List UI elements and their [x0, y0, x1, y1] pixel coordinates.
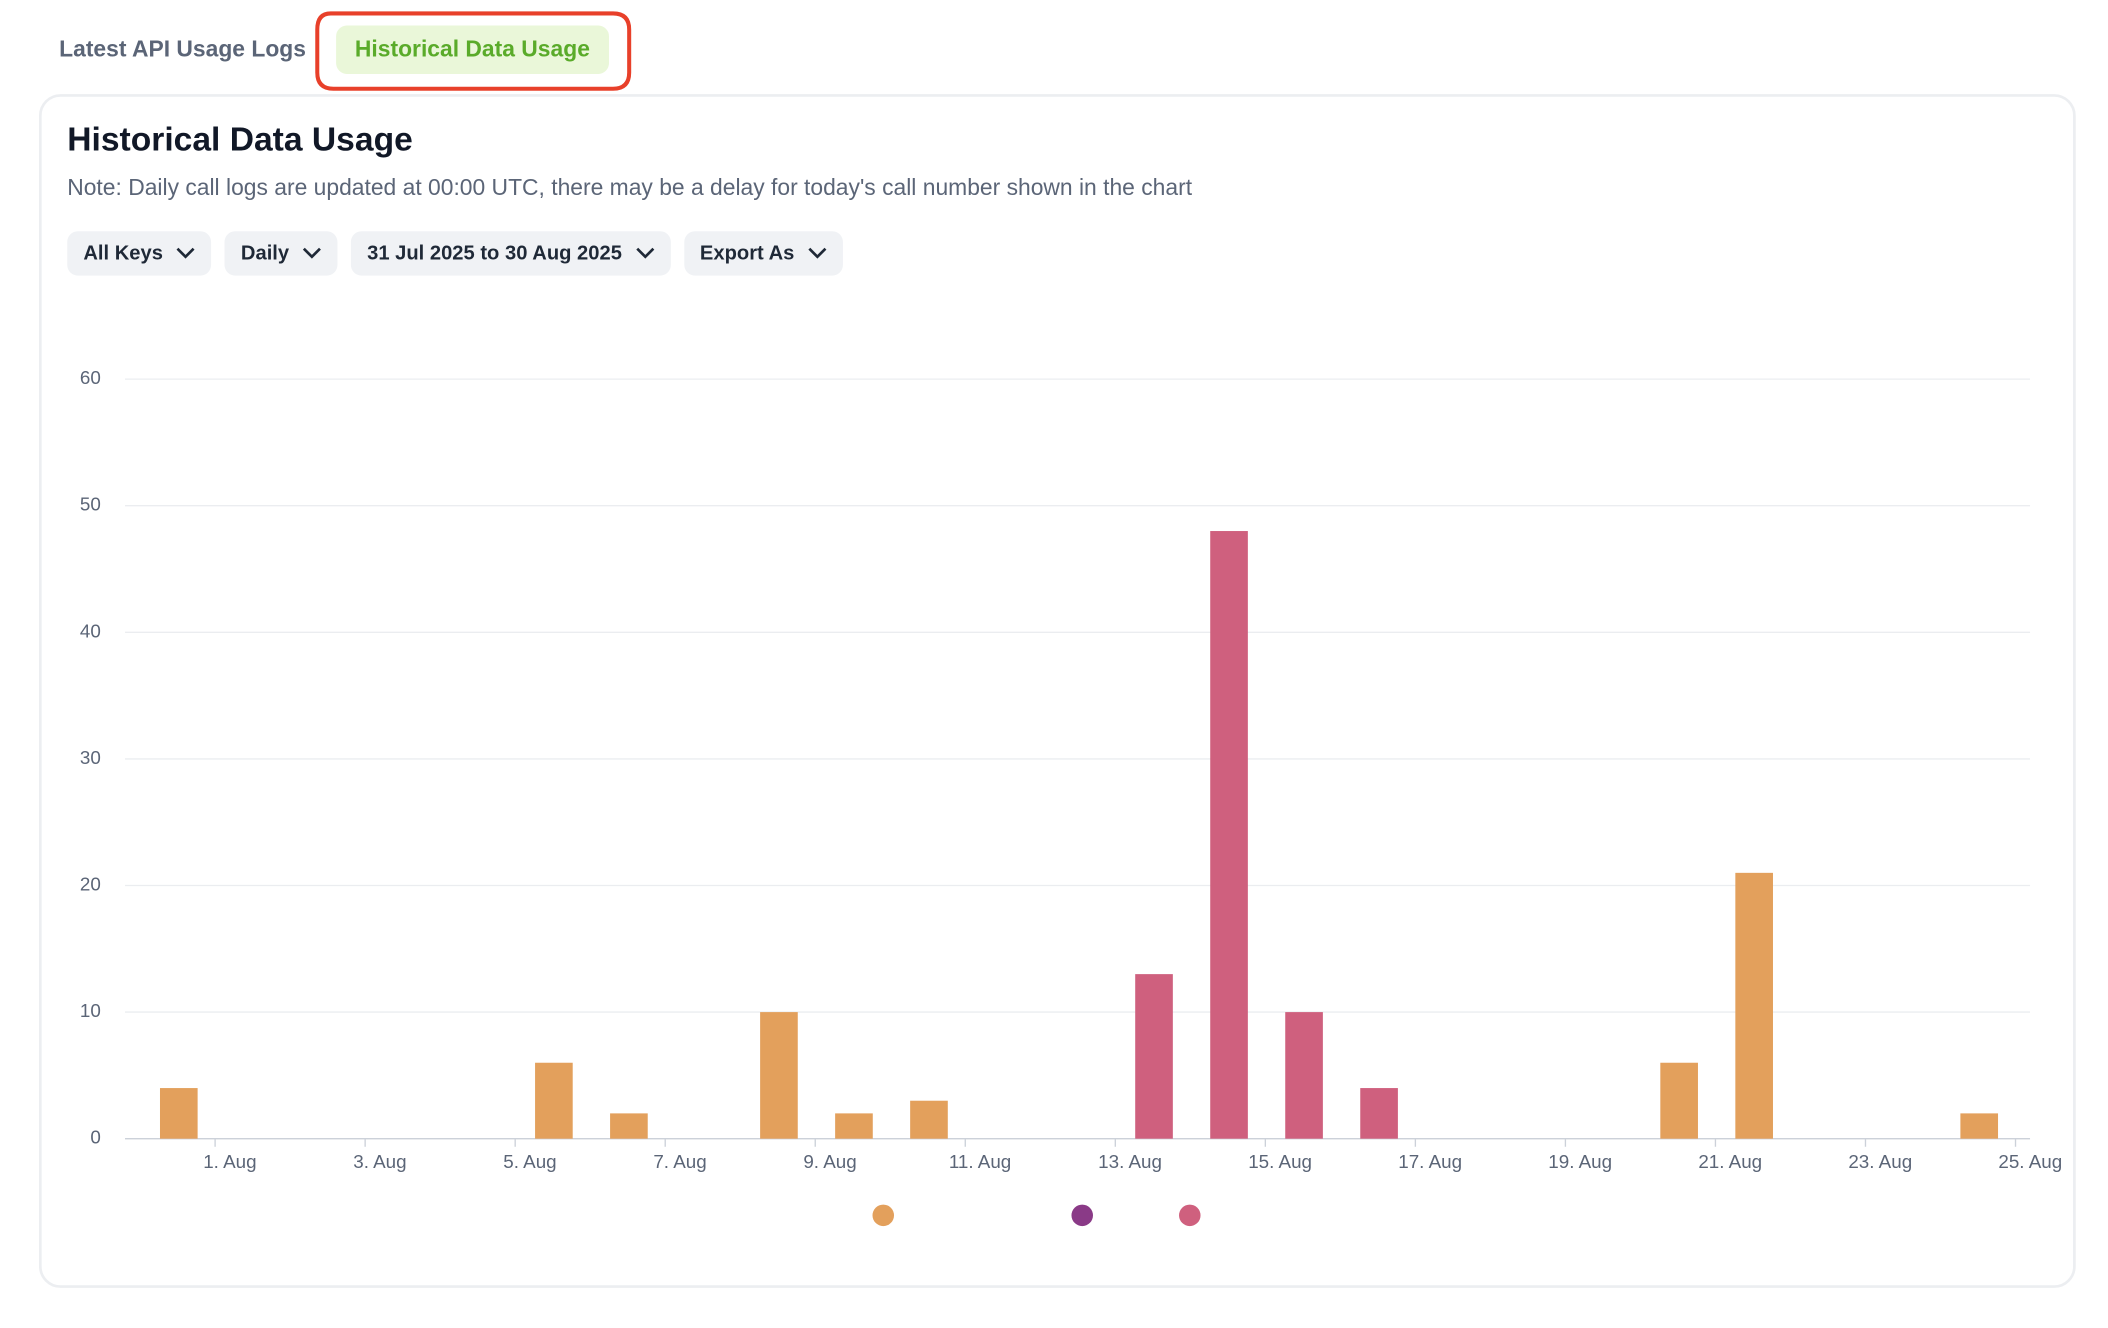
- bar: [1735, 872, 1773, 1139]
- tab[interactable]: Latest API Usage Logs: [59, 36, 306, 62]
- dropdown-label: 31 Jul 2025 to 30 Aug 2025: [367, 241, 622, 265]
- chevron: [808, 247, 827, 259]
- x-tick-label: 7. Aug: [653, 1151, 706, 1172]
- dropdown-label: Export As: [699, 241, 795, 265]
- y-tick-label: 40: [80, 620, 101, 641]
- x-tick-label: 19. Aug: [1548, 1151, 1612, 1172]
- filters: All Keys Daily 31 Jul 2025 to 30 Aug 2025 E…: [67, 231, 843, 276]
- bar: [1960, 1113, 1999, 1139]
- highlight-outline: [315, 11, 632, 91]
- legend-dot: [872, 1204, 895, 1227]
- tab-active[interactable]: Historical Data Usage: [336, 25, 609, 74]
- bar: [1210, 531, 1248, 1139]
- bar: [760, 1012, 798, 1139]
- x-tick-label: 3. Aug: [353, 1151, 406, 1172]
- bar: [1360, 1088, 1398, 1139]
- card-title: Historical Data Usage: [67, 120, 413, 159]
- x-tick-label: 1. Aug: [203, 1151, 256, 1172]
- x-tick-label: 5. Aug: [503, 1151, 556, 1172]
- card-note: Note: Daily call logs are updated at 00:…: [67, 174, 1193, 201]
- dropdown[interactable]: 31 Jul 2025 to 30 Aug 2025: [350, 231, 671, 276]
- y-tick-label: 30: [80, 747, 101, 768]
- legend-dot: [1071, 1204, 1093, 1227]
- x-tick-label: 13. Aug: [1098, 1151, 1162, 1172]
- x-tick-label: 21. Aug: [1698, 1151, 1762, 1172]
- x-tick-label: 25. Aug: [1998, 1151, 2062, 1172]
- x-tick-label: 15. Aug: [1248, 1151, 1312, 1172]
- dropdown[interactable]: All Keys: [67, 231, 212, 276]
- bar: [910, 1100, 948, 1139]
- dropdown[interactable]: Export As: [683, 231, 843, 276]
- bar: [1135, 974, 1173, 1139]
- dropdown-label: All Keys: [83, 241, 163, 265]
- x-tick-label: 23. Aug: [1848, 1151, 1912, 1172]
- bar: [610, 1113, 648, 1139]
- chevron: [302, 247, 321, 259]
- card: Historical Data Usage Note: Daily call l…: [38, 94, 2076, 1288]
- y-tick-label: 60: [80, 367, 101, 388]
- bar: [159, 1088, 198, 1139]
- y-tick-label: 50: [80, 494, 101, 515]
- y-tick-label: 0: [90, 1127, 100, 1148]
- x-tick-label: 9. Aug: [803, 1151, 856, 1172]
- bar: [1285, 1012, 1323, 1139]
- dropdown-label: Daily: [240, 241, 290, 265]
- x-tick-label: 17. Aug: [1398, 1151, 1462, 1172]
- legend-dot: [1179, 1204, 1201, 1227]
- dropdown[interactable]: Daily: [224, 231, 338, 276]
- chevron: [176, 247, 195, 259]
- chevron: [635, 247, 654, 259]
- bar: [535, 1062, 573, 1139]
- bar: [1660, 1062, 1698, 1139]
- y-tick-label: 10: [80, 1000, 101, 1021]
- x-tick-label: 11. Aug: [949, 1151, 1011, 1172]
- bar: [835, 1113, 873, 1139]
- y-tick-label: 20: [80, 873, 101, 894]
